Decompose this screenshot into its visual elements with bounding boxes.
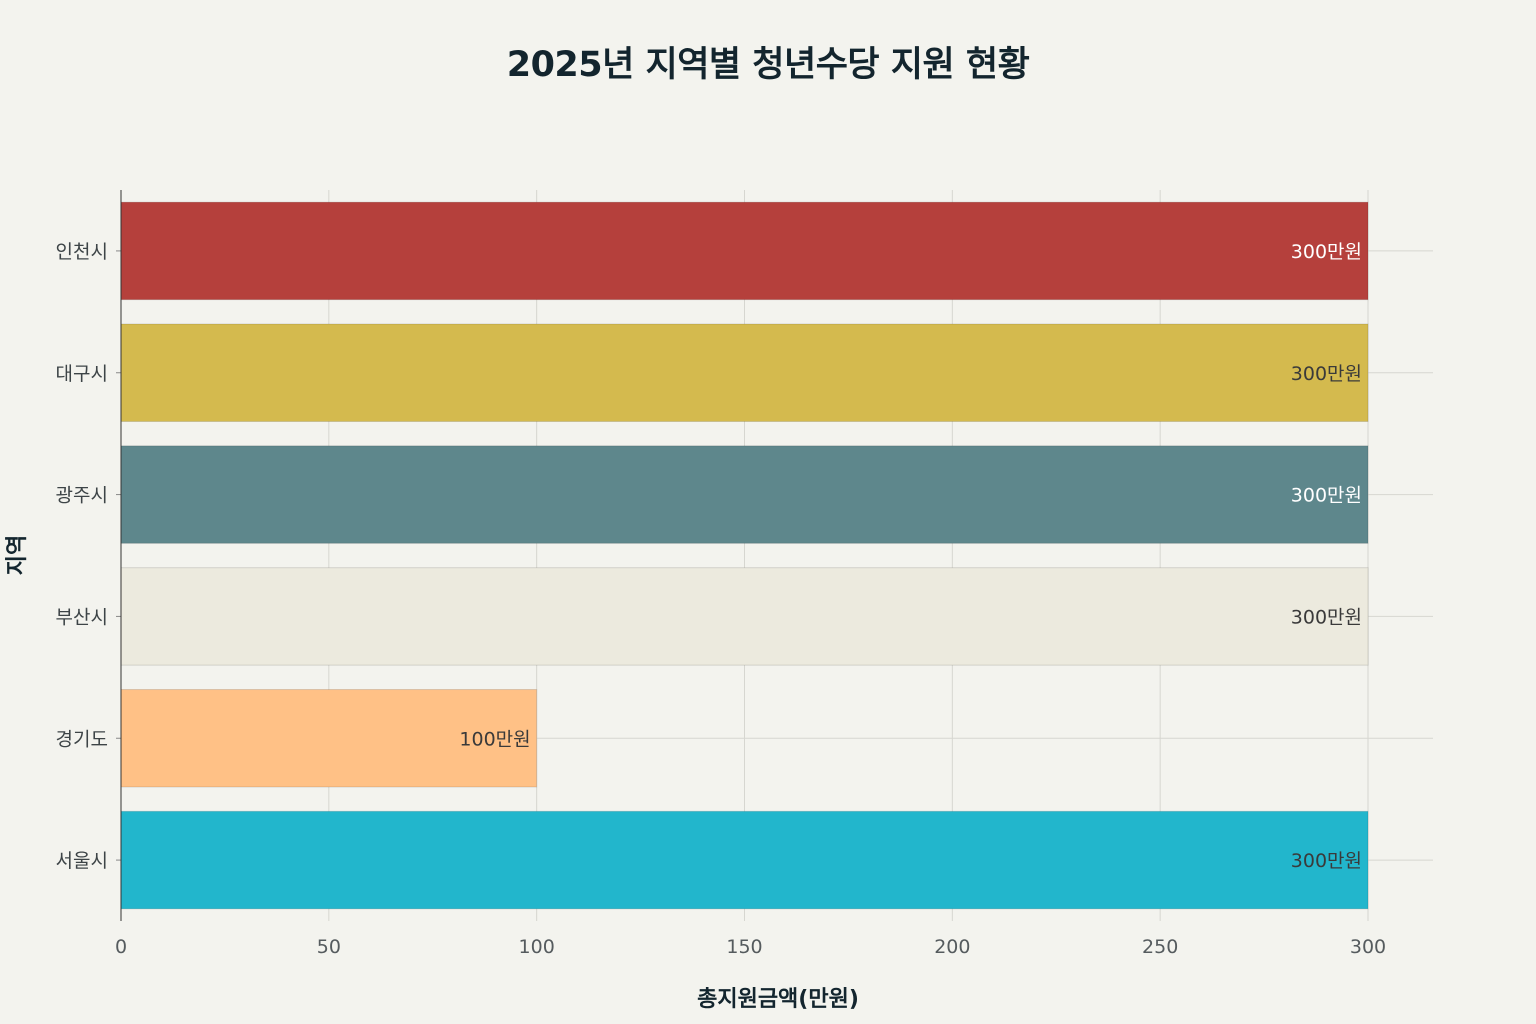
bar[interactable] xyxy=(120,689,538,788)
category-label: 대구시 xyxy=(56,363,108,385)
x-axis-title: 총지원금액(만원) xyxy=(697,987,859,1012)
data-label: 300만원 xyxy=(1291,363,1362,385)
chart-title: 2025년 지역별 청년수당 지원 현황 xyxy=(506,45,1030,85)
data-label: 300만원 xyxy=(1291,485,1362,507)
x-tick-label: 100 xyxy=(519,936,555,958)
bar[interactable] xyxy=(120,810,1369,910)
x-tick-label: 200 xyxy=(934,936,970,958)
category-label: 경기도 xyxy=(56,728,108,750)
bar[interactable] xyxy=(120,201,1369,301)
x-tick-label: 150 xyxy=(726,936,762,958)
data-label: 300만원 xyxy=(1291,241,1362,263)
x-tick-label: 300 xyxy=(1350,936,1386,958)
category-label: 인천시 xyxy=(56,241,108,263)
y-axis-title: 지역 xyxy=(5,535,30,575)
category-label: 서울시 xyxy=(56,850,108,872)
x-tick-label: 0 xyxy=(115,936,127,958)
category-label: 부산시 xyxy=(56,606,108,628)
x-tick-label: 250 xyxy=(1142,936,1178,958)
x-tick-label: 50 xyxy=(317,936,341,958)
bar[interactable] xyxy=(120,323,1369,422)
bar[interactable] xyxy=(120,445,1369,544)
bar-layer: 300만원 300만원 300만원 300만원 100만원 300만원 xyxy=(120,201,1369,910)
data-label: 100만원 xyxy=(459,728,530,750)
data-label: 300만원 xyxy=(1291,850,1362,872)
category-label: 광주시 xyxy=(56,485,108,507)
bar[interactable] xyxy=(120,567,1369,666)
data-label: 300만원 xyxy=(1291,606,1362,628)
